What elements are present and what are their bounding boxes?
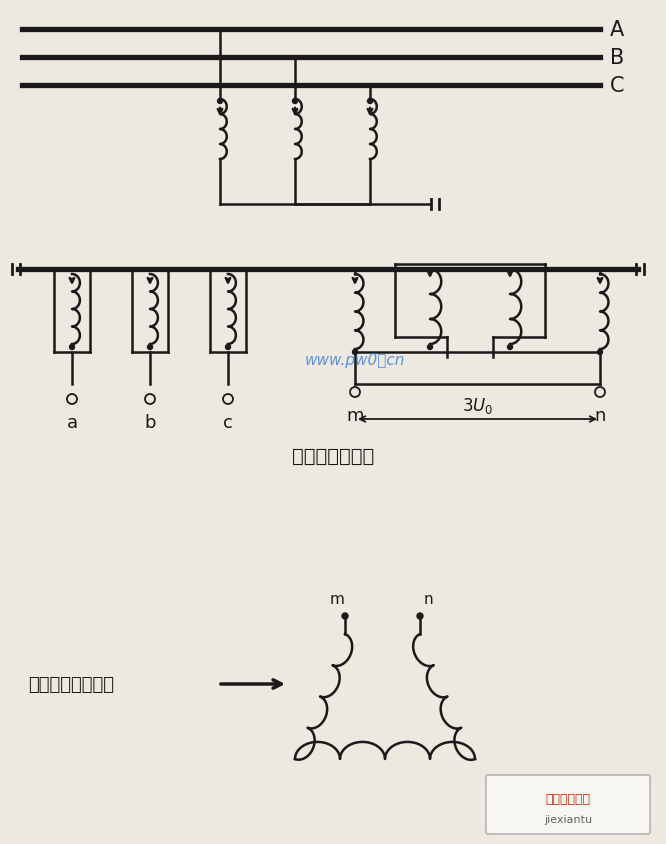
Text: jiexiantu: jiexiantu: [544, 814, 592, 824]
Text: n: n: [423, 592, 433, 606]
Circle shape: [352, 350, 358, 355]
Text: 3$U_0$: 3$U_0$: [462, 396, 494, 415]
Text: b: b: [145, 414, 156, 431]
Circle shape: [69, 345, 75, 350]
Circle shape: [292, 100, 298, 105]
FancyBboxPatch shape: [486, 775, 650, 834]
Text: n: n: [594, 407, 605, 425]
Text: www.pw0．cn: www.pw0．cn: [305, 352, 405, 367]
Text: 开口三角的开口: 开口三角的开口: [292, 446, 374, 465]
Text: 为啊叫开口三角形: 为啊叫开口三角形: [28, 675, 114, 693]
Text: 电工技术之家: 电工技术之家: [545, 793, 591, 805]
Circle shape: [218, 100, 222, 105]
Text: A: A: [610, 20, 624, 40]
Circle shape: [147, 345, 153, 350]
Circle shape: [417, 614, 423, 619]
Text: C: C: [610, 76, 625, 96]
Circle shape: [226, 345, 230, 350]
Circle shape: [507, 345, 513, 350]
Text: a: a: [67, 414, 77, 431]
Circle shape: [428, 345, 432, 350]
Text: B: B: [610, 48, 624, 68]
Circle shape: [597, 350, 603, 355]
Text: m: m: [330, 592, 344, 606]
Circle shape: [368, 100, 372, 105]
Text: c: c: [223, 414, 233, 431]
Circle shape: [342, 614, 348, 619]
Text: m: m: [346, 407, 364, 425]
